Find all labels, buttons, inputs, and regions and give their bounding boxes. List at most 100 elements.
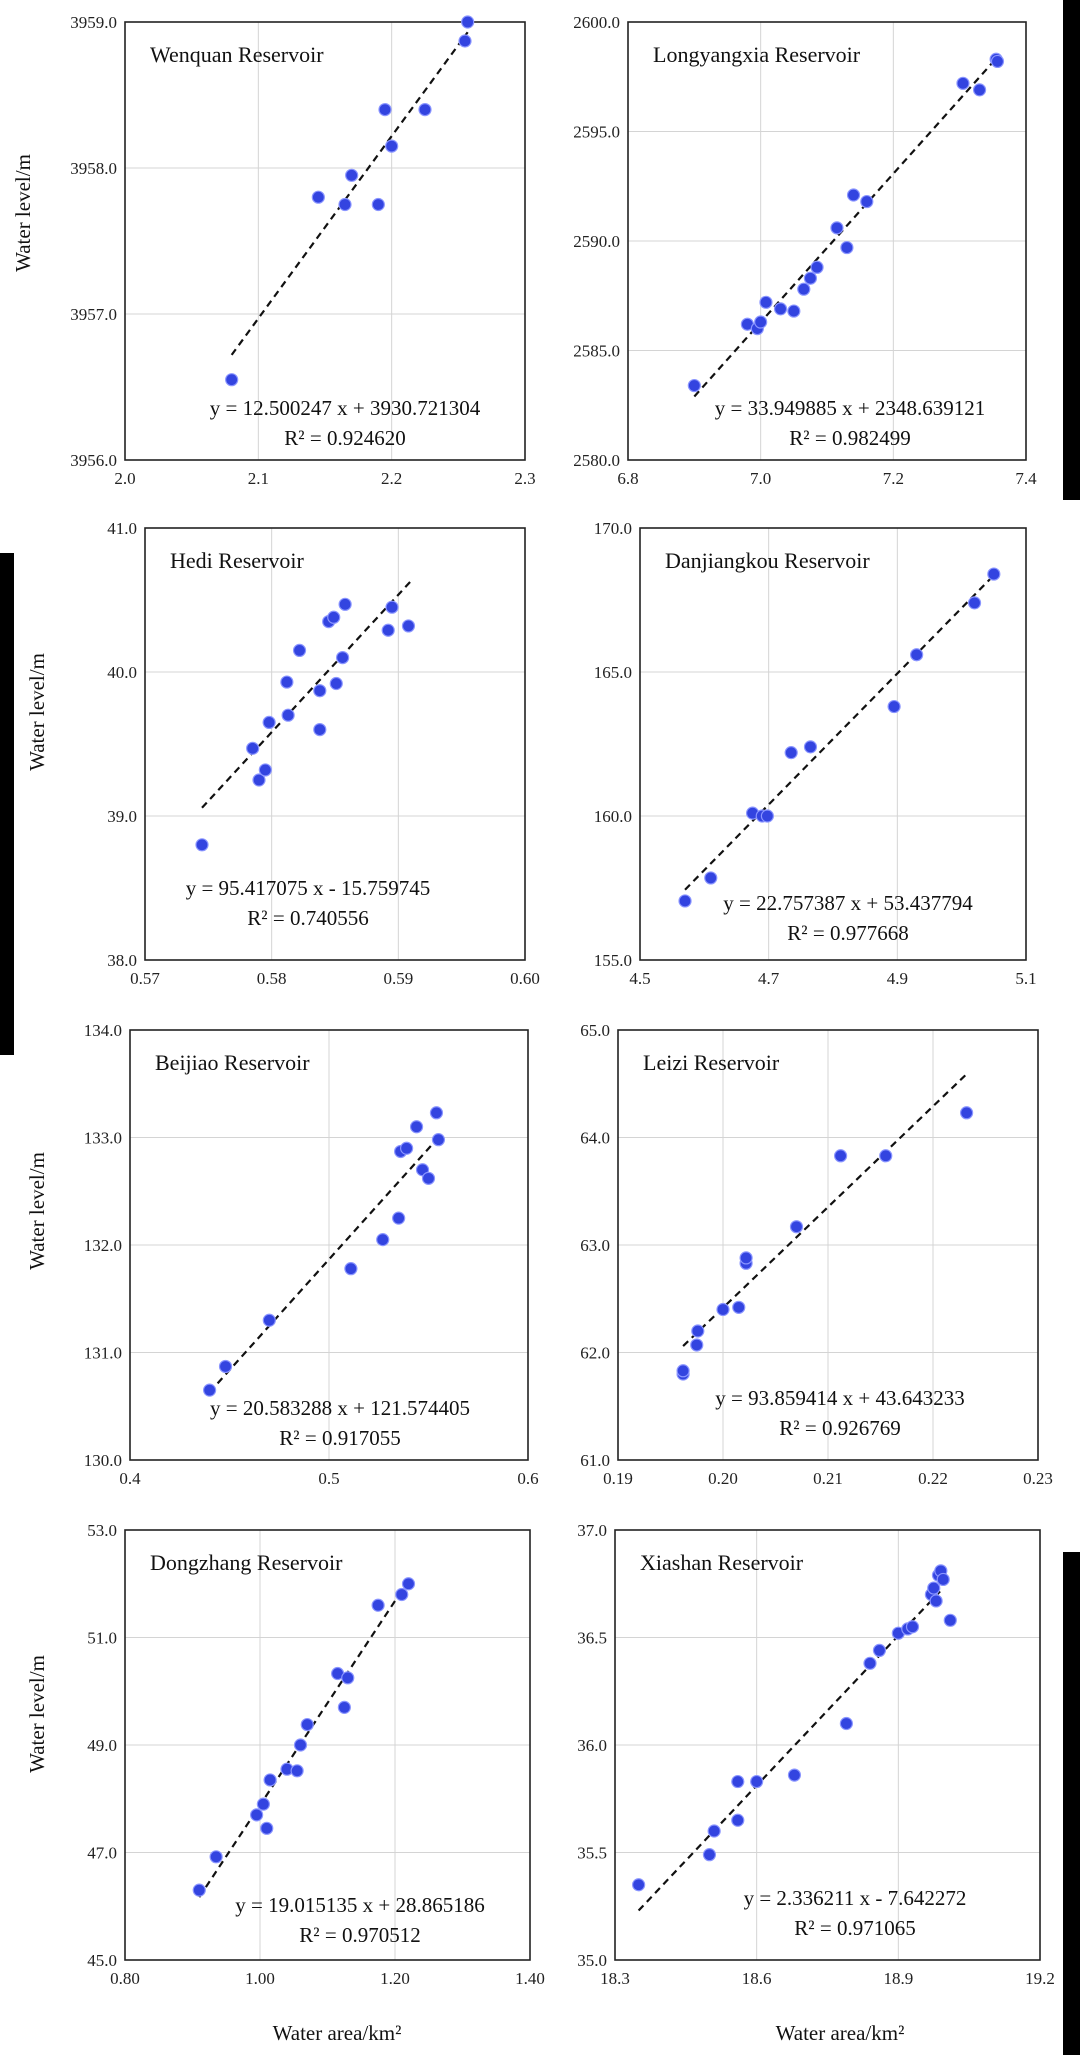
x-tick-label: 18.6: [742, 1969, 772, 1988]
y-tick-label: 62.0: [580, 1344, 610, 1363]
y-tick-label: 2585.0: [573, 342, 620, 361]
data-point: [209, 1850, 223, 1864]
data-point: [787, 304, 801, 318]
data-point: [943, 1613, 957, 1627]
data-point: [344, 1262, 358, 1276]
y-tick-label: 64.0: [580, 1129, 610, 1148]
data-point: [927, 1581, 941, 1595]
data-point: [910, 648, 924, 662]
data-point: [702, 1848, 717, 1862]
regression-equation: y = 93.859414 x + 43.643233: [715, 1386, 964, 1410]
x-tick-label: 4.7: [758, 969, 780, 988]
data-point: [863, 1656, 877, 1670]
y-tick-label: 41.0: [107, 519, 137, 538]
data-point: [252, 773, 266, 787]
data-point: [225, 373, 239, 387]
fit-line: [230, 31, 469, 356]
data-point: [929, 1594, 943, 1608]
x-tick-label: 7.0: [750, 469, 771, 488]
data-point: [905, 1620, 920, 1634]
data-point: [418, 102, 432, 117]
panel-title: Dongzhang Reservoir: [150, 1550, 343, 1575]
data-point: [687, 378, 701, 393]
chart-panel-6: 0.19 0.20 0.21 0.22 0.23 61.0 62.0 63.0 64.0 65.0…: [580, 1021, 1053, 1488]
data-point: [839, 1716, 853, 1731]
x-tick-label: 0.6: [517, 1469, 538, 1488]
data-point: [329, 676, 343, 691]
r-squared: R² = 0.740556: [247, 906, 368, 930]
data-point: [731, 1813, 745, 1827]
data-point: [990, 54, 1005, 69]
y-tick-label: 2590.0: [573, 232, 620, 251]
r-squared: R² = 0.982499: [789, 426, 910, 450]
data-point: [371, 197, 385, 212]
y-tick-label: 170.0: [594, 519, 632, 538]
panel-title: Longyangxia Reservoir: [653, 42, 861, 67]
y-tick-label: 2600.0: [573, 13, 620, 32]
data-point: [676, 1364, 690, 1378]
y-tick-label: 130.0: [84, 1451, 122, 1470]
x-tick-label: 0.59: [383, 969, 413, 988]
y-tick-label: 3956.0: [70, 451, 117, 470]
y-axis-label-row3: Water level/m: [25, 1152, 49, 1270]
data-point: [429, 1106, 444, 1120]
r-squared: R² = 0.971065: [794, 1916, 915, 1940]
y-tick-label: 165.0: [594, 663, 632, 682]
data-point: [787, 1768, 802, 1782]
x-tick-label: 0.60: [510, 969, 540, 988]
x-tick-label: 18.3: [600, 1969, 630, 1988]
y-tick-label: 3957.0: [70, 305, 117, 324]
panel-title: Leizi Reservoir: [643, 1050, 780, 1075]
y-tick-label: 132.0: [84, 1236, 122, 1255]
data-point: [311, 190, 325, 204]
fit-line: [637, 1587, 944, 1912]
data-point: [987, 567, 1001, 581]
y-tick-label: 134.0: [84, 1021, 122, 1040]
data-point: [401, 619, 416, 633]
x-tick-label: 4.5: [629, 969, 650, 988]
y-axis-label-row1: Water level/m: [11, 154, 35, 272]
x-tick-label: 1.40: [515, 1969, 545, 1988]
panel-title: Wenquan Reservoir: [150, 42, 324, 67]
x-tick-label: 0.20: [708, 1469, 738, 1488]
x-tick-label: 0.22: [918, 1469, 948, 1488]
x-tick-label: 4.9: [887, 969, 908, 988]
x-tick-label: 0.19: [603, 1469, 633, 1488]
data-point: [731, 1774, 745, 1789]
chart-panel-8: 18.3 18.6 18.9 19.2 35.0 35.5 36.0 36.5 37.0 Xias…: [577, 1521, 1055, 1988]
x-tick-label: 2.1: [248, 469, 269, 488]
x-tick-label: 19.2: [1025, 1969, 1055, 1988]
x-tick-label: 18.9: [883, 1969, 913, 1988]
data-point: [192, 1883, 206, 1897]
data-point: [218, 1359, 233, 1374]
fit-line: [693, 56, 999, 398]
data-point: [956, 76, 970, 90]
data-point: [300, 1717, 314, 1732]
y-tick-label: 160.0: [594, 807, 632, 826]
plot-frame: [124, 21, 526, 461]
data-point: [959, 1106, 974, 1120]
data-point: [830, 221, 844, 235]
regression-equation: y = 12.500247 x + 3930.721304: [210, 396, 481, 420]
plot-frame: [614, 1529, 1041, 1961]
y-tick-label: 65.0: [580, 1021, 610, 1040]
data-point: [341, 1671, 355, 1685]
x-axis-label-left: Water area/km²: [273, 2021, 402, 2045]
regression-equation: y = 33.949885 x + 2348.639121: [715, 396, 985, 420]
data-point: [392, 1211, 406, 1225]
fit-line: [684, 574, 995, 891]
data-point: [797, 282, 811, 296]
data-point: [810, 260, 824, 274]
y-tick-label: 37.0: [577, 1521, 607, 1540]
regression-equation: y = 22.757387 x + 53.437794: [723, 891, 973, 915]
r-squared: R² = 0.970512: [299, 1923, 420, 1947]
chart-panel-3: 0.57 0.58 0.59 0.60 38.0 39.0 40.0 41.0 Hedi Res…: [107, 519, 540, 988]
regression-equation: y = 19.015135 x + 28.865186: [235, 1893, 484, 1917]
plot-frame: [129, 1029, 529, 1461]
panel-title: Danjiangkou Reservoir: [665, 548, 870, 573]
y-tick-label: 45.0: [87, 1951, 117, 1970]
y-tick-label: 35.5: [577, 1844, 607, 1863]
data-point: [936, 1572, 950, 1587]
data-point: [376, 1233, 390, 1247]
